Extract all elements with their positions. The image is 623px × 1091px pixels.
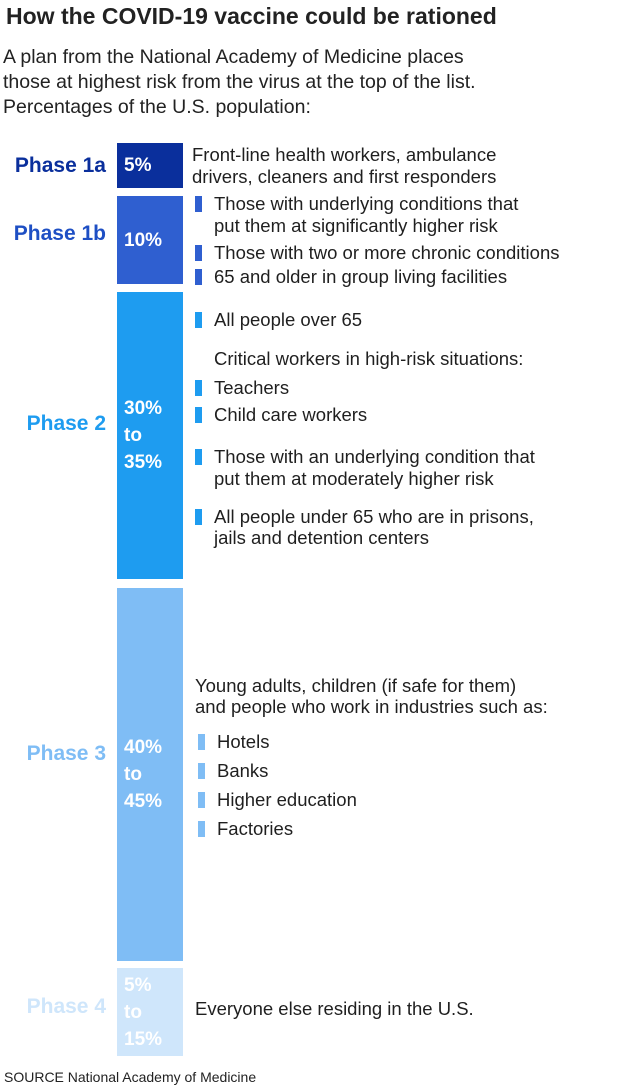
subtitle-line: Percentages of the U.S. population: — [3, 96, 311, 118]
phase-bar — [117, 292, 183, 579]
phase-value-label: 30% to 35% — [124, 398, 163, 473]
phase-description-line: Critical workers in high-risk situations… — [214, 348, 524, 369]
phase-description-line: put them at significantly higher risk — [214, 215, 498, 236]
phase-bar — [117, 143, 183, 188]
bullet-marker — [195, 407, 202, 423]
bullet-marker — [198, 821, 205, 837]
phase-label: Phase 4 — [26, 995, 106, 1018]
phase-label: Phase 1a — [14, 154, 106, 177]
bullet-marker — [198, 763, 205, 779]
phase-value-label: 5% — [124, 155, 152, 176]
chart-title: How the COVID-19 vaccine could be ration… — [6, 3, 497, 29]
phase-description-line: Those with underlying conditions that — [214, 193, 519, 214]
bullet-marker — [198, 734, 205, 750]
phase-description-line: jails and detention centers — [214, 527, 429, 548]
phase-label: Phase 2 — [26, 412, 106, 435]
subtitle-line: those at highest risk from the virus at … — [3, 71, 476, 93]
chart-subtitle: A plan from the National Academy of Medi… — [3, 45, 618, 120]
phase-description-line: Higher education — [217, 789, 357, 810]
phase-label: Phase 1b — [13, 222, 106, 245]
phase-description-line: Teachers — [214, 377, 290, 398]
phase-description-line: Everyone else residing in the U.S. — [195, 998, 474, 1019]
phase-description-line: Those with an underlying condition that — [214, 446, 535, 467]
subtitle-line: A plan from the National Academy of Medi… — [3, 46, 464, 68]
phase-bar — [117, 968, 183, 1056]
phase-description-line: Banks — [217, 760, 269, 781]
bullet-marker — [195, 509, 202, 525]
phase-description-line: Front-line health workers, ambulance — [192, 144, 497, 165]
phase-bar — [117, 196, 183, 284]
phase-label: Phase 3 — [26, 742, 106, 765]
phase-value-label: 5% to 15% — [124, 974, 163, 1050]
bullet-marker — [195, 312, 202, 328]
phase-value-label: 10% — [124, 229, 163, 251]
bullet-marker — [195, 380, 202, 396]
bullet-marker — [198, 792, 205, 808]
phase-description-line: Factories — [217, 818, 294, 839]
phase-value-label: 40% to 45% — [124, 737, 163, 812]
phase-description-line: Hotels — [217, 731, 270, 752]
bullet-marker — [195, 449, 202, 465]
phase-description-line: Young adults, children (if safe for them… — [195, 675, 517, 696]
phase-description-line: drivers, cleaners and first responders — [192, 166, 497, 187]
phase-description-line: Those with two or more chronic condition… — [214, 242, 560, 263]
bullet-marker — [195, 269, 202, 285]
source-note: SOURCE National Academy of Medicine — [4, 1069, 257, 1085]
bullet-marker — [195, 245, 202, 261]
phase-description-line: All people over 65 — [214, 309, 363, 330]
phase-description-line: put them at moderately higher risk — [214, 468, 494, 489]
phase-description-line: All people under 65 who are in prisons, — [214, 506, 534, 527]
phase-bar — [117, 588, 183, 961]
phase-description-line: 65 and older in group living facilities — [214, 266, 508, 287]
phase-description-line: and people who work in industries such a… — [195, 696, 548, 717]
bullet-marker — [195, 196, 202, 212]
phase-description-line: Child care workers — [214, 404, 368, 425]
